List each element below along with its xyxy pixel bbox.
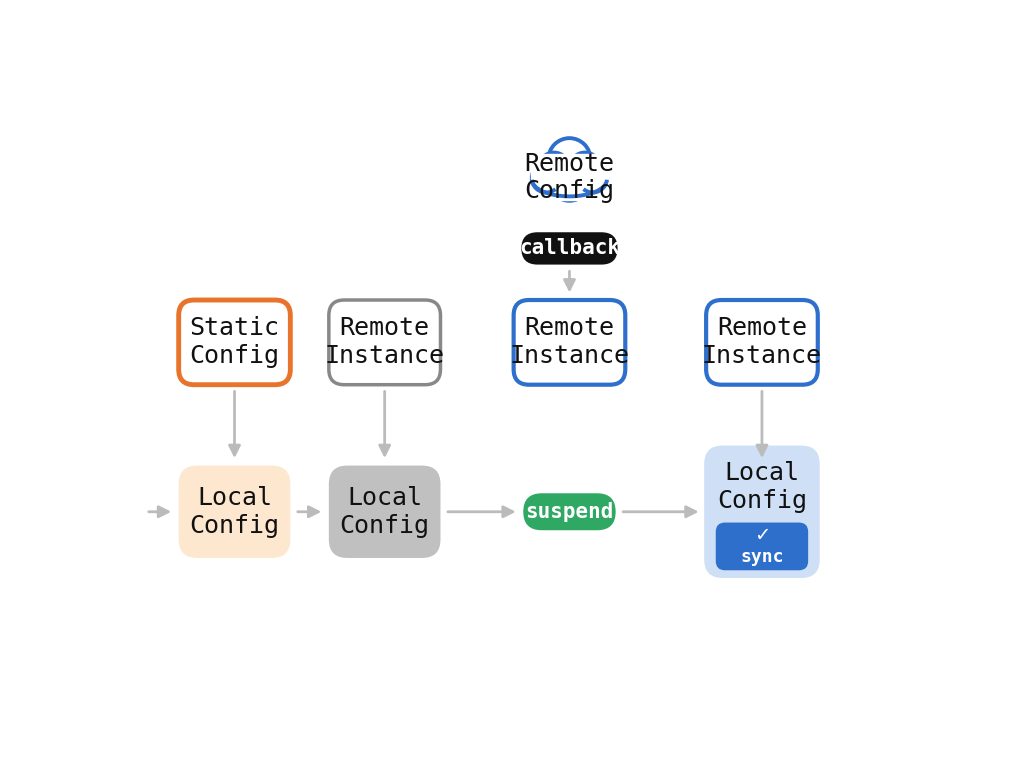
FancyBboxPatch shape xyxy=(523,493,615,530)
Text: Remote
Instance: Remote Instance xyxy=(325,317,444,368)
Circle shape xyxy=(549,159,591,200)
FancyBboxPatch shape xyxy=(178,300,291,385)
Text: sync: sync xyxy=(740,548,783,566)
FancyBboxPatch shape xyxy=(707,300,818,385)
Text: Remote
Instance: Remote Instance xyxy=(702,317,822,368)
FancyBboxPatch shape xyxy=(705,446,819,578)
FancyBboxPatch shape xyxy=(329,300,440,385)
Text: Local
Config: Local Config xyxy=(189,486,280,538)
FancyBboxPatch shape xyxy=(329,465,440,558)
FancyBboxPatch shape xyxy=(716,522,808,570)
Circle shape xyxy=(569,152,600,183)
Text: ✓: ✓ xyxy=(754,526,770,546)
Text: Remote
Config: Remote Config xyxy=(524,152,614,204)
Text: Static
Config: Static Config xyxy=(189,317,280,368)
Circle shape xyxy=(579,163,607,193)
Circle shape xyxy=(539,152,569,183)
Bar xyxy=(530,154,608,200)
Text: Remote
Instance: Remote Instance xyxy=(510,317,630,368)
Text: suspend: suspend xyxy=(525,502,613,522)
FancyBboxPatch shape xyxy=(178,465,291,558)
Text: callback: callback xyxy=(519,238,620,259)
FancyBboxPatch shape xyxy=(521,232,617,265)
Text: Local
Config: Local Config xyxy=(340,486,430,538)
Circle shape xyxy=(531,163,560,193)
Circle shape xyxy=(549,138,591,180)
FancyBboxPatch shape xyxy=(514,300,626,385)
Text: Local
Config: Local Config xyxy=(717,461,807,513)
